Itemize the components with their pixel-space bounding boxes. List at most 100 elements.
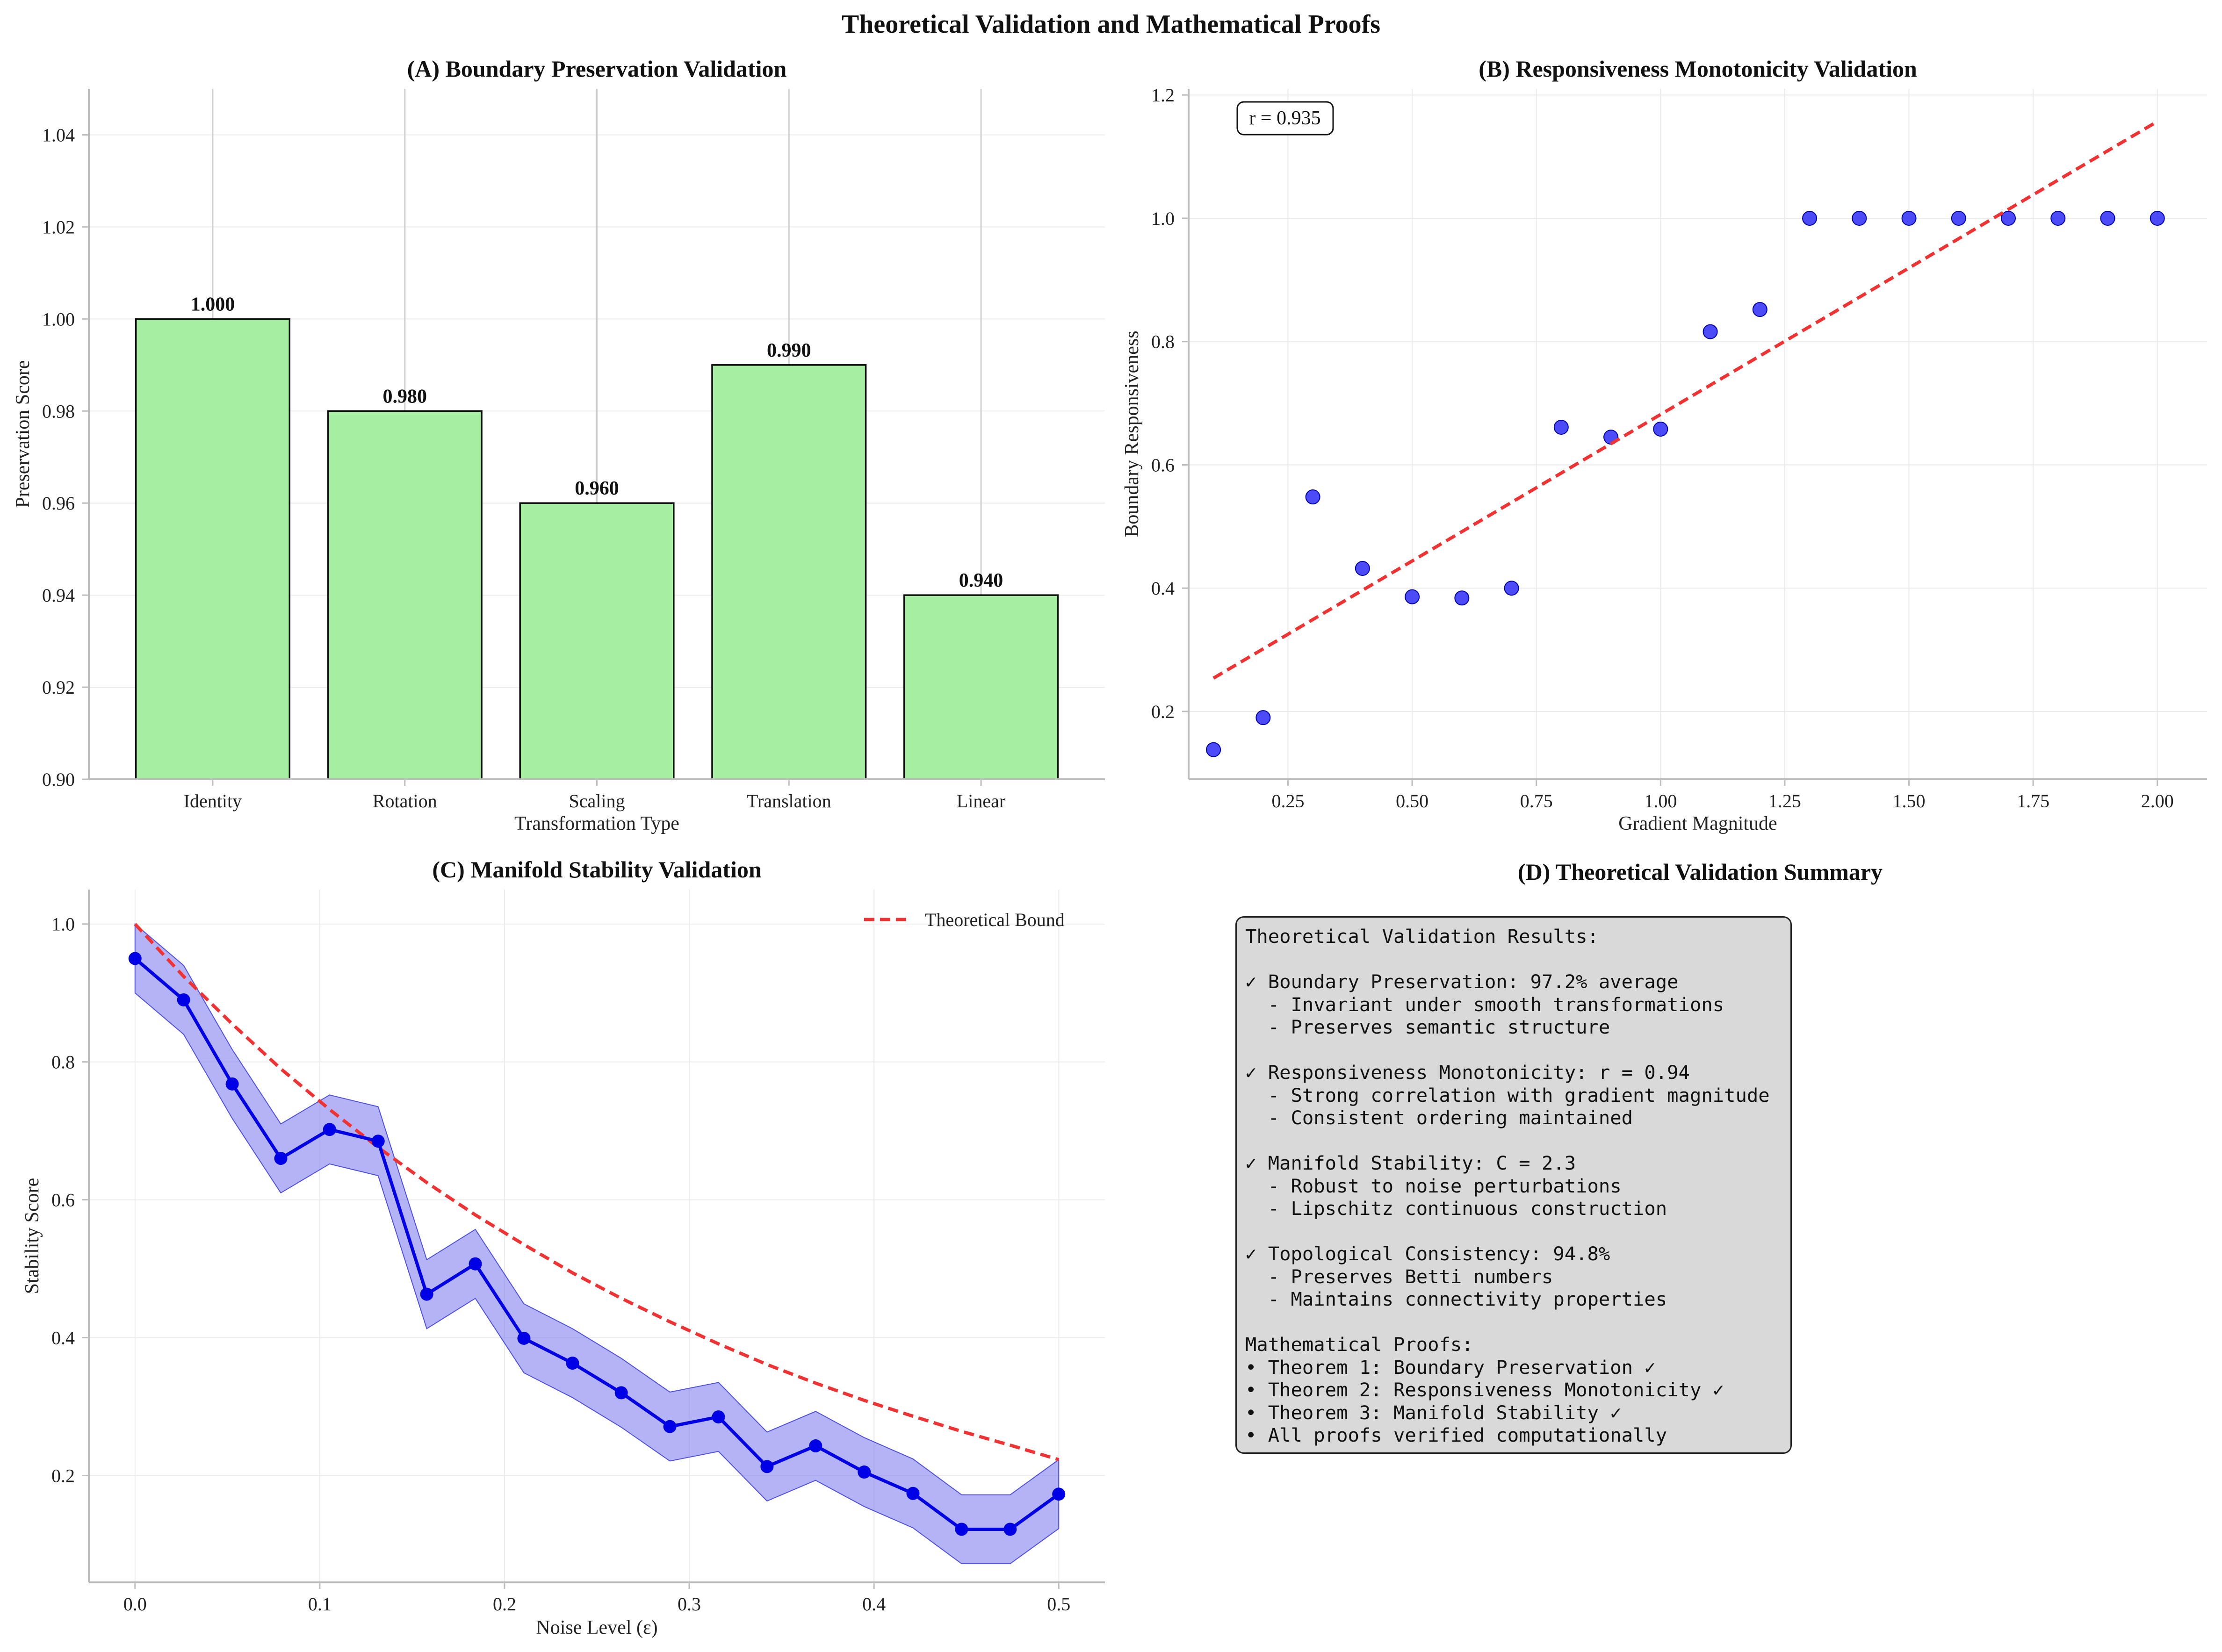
x-tick-label: 0.1 xyxy=(308,1594,332,1615)
y-tick-label: 0.2 xyxy=(1151,701,1175,722)
x-tick-label: 0.5 xyxy=(1047,1594,1070,1615)
bar-value-label: 0.990 xyxy=(767,340,811,361)
y-axis-label: Stability Score xyxy=(22,1178,43,1294)
x-tick-label: 2.00 xyxy=(2141,790,2174,812)
summary-title: (D) Theoretical Validation Summary xyxy=(1518,859,1883,885)
bar xyxy=(711,364,867,780)
x-tick-label: Identity xyxy=(184,790,242,812)
stability-point xyxy=(614,1386,628,1400)
y-tick-label: 0.96 xyxy=(42,493,75,514)
stability-point xyxy=(760,1460,774,1473)
x-axis-label: Transformation Type xyxy=(514,813,679,834)
theoretical-bound-line xyxy=(134,923,1060,1461)
fit-line xyxy=(1212,120,2158,680)
x-tick-label: 1.25 xyxy=(1768,790,1801,812)
y-tick-label: 1.0 xyxy=(51,914,75,935)
bar-value-label: 1.000 xyxy=(191,294,235,315)
stability-point xyxy=(225,1077,239,1091)
stability-point xyxy=(712,1410,725,1424)
chart-title: (A) Boundary Preservation Validation xyxy=(407,56,787,82)
scatter-point xyxy=(1454,590,1470,606)
x-tick-label: 0.4 xyxy=(862,1594,886,1615)
x-tick-label: Linear xyxy=(957,790,1005,812)
scatter-point xyxy=(1405,589,1420,604)
bar-value-label: 0.980 xyxy=(382,386,427,407)
stability-point xyxy=(371,1135,385,1148)
stability-confidence-band xyxy=(134,923,1060,1565)
stability-point xyxy=(566,1357,579,1370)
scatter-point xyxy=(1653,421,1668,437)
y-tick-label: 0.8 xyxy=(1151,331,1175,352)
y-tick-label: 1.04 xyxy=(42,124,75,145)
scatter-point xyxy=(2001,210,2016,226)
scatter-point xyxy=(1504,581,1519,596)
bar xyxy=(903,594,1059,780)
x-tick-label: 0.75 xyxy=(1520,790,1553,812)
stability-point xyxy=(858,1465,871,1479)
y-tick-label: 1.02 xyxy=(42,216,75,237)
x-tick-label: 0.2 xyxy=(493,1594,516,1615)
bar-value-label: 0.960 xyxy=(575,478,619,499)
bar-value-label: 0.940 xyxy=(959,570,1003,591)
scatter-point xyxy=(2100,210,2115,226)
y-tick-label: 0.2 xyxy=(51,1465,75,1486)
scatter-point xyxy=(1255,710,1271,725)
scatter-point xyxy=(1305,489,1320,505)
x-tick-label: 0.25 xyxy=(1271,790,1304,812)
x-tick-label: Rotation xyxy=(373,790,437,812)
summary-text-box: Theoretical Validation Results: ✓ Bounda… xyxy=(1235,916,1792,1454)
y-tick-label: 0.98 xyxy=(42,401,75,422)
y-tick-label: 0.92 xyxy=(42,677,75,698)
x-tick-label: 0.0 xyxy=(123,1594,147,1615)
scatter-point xyxy=(1355,560,1370,576)
correlation-annotation: r = 0.935 xyxy=(1249,108,1320,129)
bar xyxy=(327,410,483,780)
stability-point xyxy=(128,952,142,965)
y-tick-label: 1.0 xyxy=(1151,208,1175,229)
x-tick-label: 1.75 xyxy=(2017,790,2049,812)
stability-point xyxy=(469,1257,482,1271)
stability-point xyxy=(809,1439,822,1453)
stability-point xyxy=(663,1420,677,1433)
stability-point xyxy=(420,1287,433,1301)
y-tick-label: 1.2 xyxy=(1151,85,1175,106)
legend-label: Theoretical Bound xyxy=(925,909,1065,930)
y-axis-label: Boundary Responsiveness xyxy=(1121,330,1143,537)
y-tick-label: 0.4 xyxy=(1151,578,1175,599)
bar xyxy=(519,502,675,780)
stability-point xyxy=(323,1123,336,1136)
x-tick-label: 1.50 xyxy=(1893,790,1926,812)
stability-point xyxy=(274,1152,288,1165)
y-tick-label: 0.6 xyxy=(1151,454,1175,475)
figure-title: Theoretical Validation and Mathematical … xyxy=(842,10,1380,39)
x-tick-label: 0.3 xyxy=(678,1594,701,1615)
scatter-point xyxy=(1553,419,1569,435)
correlation-annotation-box xyxy=(1236,101,1334,136)
y-tick-label: 0.8 xyxy=(51,1052,75,1073)
scatter-point xyxy=(1852,210,1867,226)
scatter-point xyxy=(1802,210,1818,226)
stability-point xyxy=(1003,1523,1017,1536)
scatter-point xyxy=(1901,210,1917,226)
stability-point xyxy=(955,1523,968,1536)
y-tick-label: 0.94 xyxy=(42,585,75,606)
y-axis-label: Preservation Score xyxy=(12,360,34,508)
y-tick-label: 1.00 xyxy=(42,309,75,330)
stability-point xyxy=(906,1487,920,1500)
x-tick-label: Translation xyxy=(747,790,831,812)
stability-point xyxy=(1052,1487,1066,1501)
scatter-point xyxy=(2050,210,2066,226)
x-axis-label: Gradient Magnitude xyxy=(1618,813,1777,834)
scatter-point xyxy=(2150,210,2165,226)
stability-point xyxy=(517,1331,531,1345)
chart-title: (B) Responsiveness Monotonicity Validati… xyxy=(1479,56,1917,82)
x-tick-label: Scaling xyxy=(569,790,625,812)
scatter-point xyxy=(1703,324,1718,339)
x-tick-label: 1.00 xyxy=(1644,790,1677,812)
x-tick-label: 0.50 xyxy=(1396,790,1428,812)
stability-score-line xyxy=(134,957,1060,1531)
scatter-point xyxy=(1206,742,1221,757)
y-tick-label: 0.90 xyxy=(42,769,75,790)
bar xyxy=(135,318,291,780)
